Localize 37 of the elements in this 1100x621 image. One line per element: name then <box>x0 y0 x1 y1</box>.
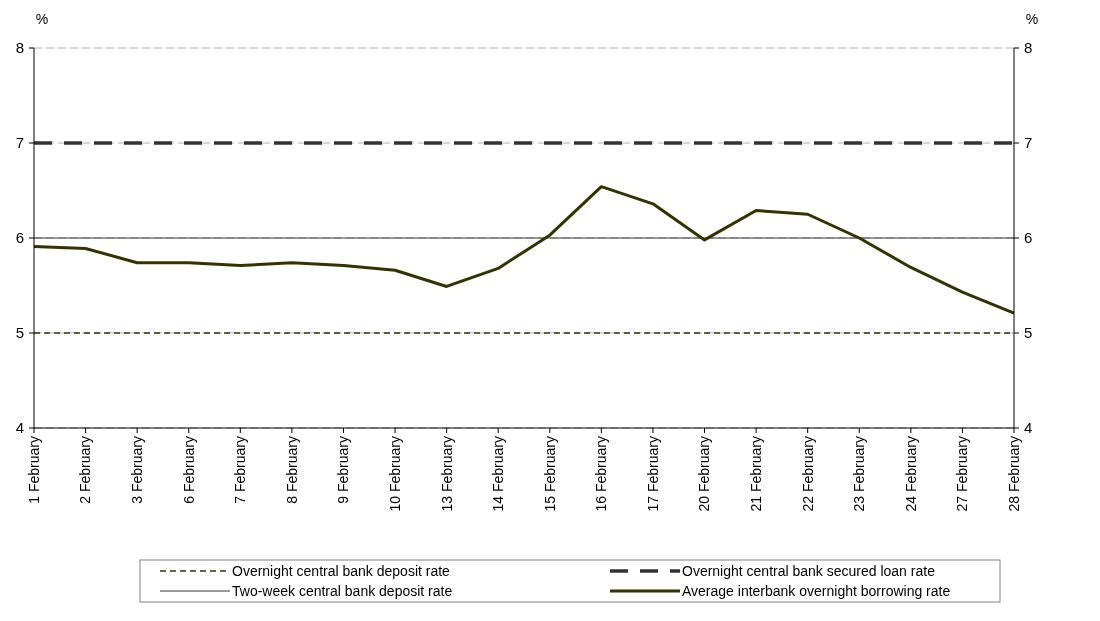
x-tick-label: 17 February <box>644 436 661 512</box>
x-tick-label: 1 February <box>25 436 42 504</box>
y-tick-label: 4 <box>15 419 24 437</box>
y-tick-label: 7 <box>15 134 24 152</box>
y2-tick-label: 8 <box>1024 39 1033 57</box>
line-series <box>32 185 1016 315</box>
y2-tick-label: 7 <box>1024 134 1033 152</box>
x-tick-label: 23 February <box>851 436 868 512</box>
x-tick-label: 7 February <box>232 436 249 504</box>
y2-axis-title: % <box>1025 11 1039 27</box>
x-tick-label: 6 February <box>180 436 197 504</box>
legend-label: Average interbank overnight borrowing rate <box>682 582 951 599</box>
x-tick-label: 20 February <box>696 436 713 512</box>
x-tick-label: 15 February <box>541 436 558 512</box>
x-tick-label: 28 February <box>1005 436 1022 512</box>
x-tick-label: 13 February <box>438 436 455 512</box>
y-tick-label: 6 <box>15 229 24 247</box>
x-tick-label: 9 February <box>335 436 352 504</box>
x-tick-label: 27 February <box>954 436 971 512</box>
y-tick-label: 8 <box>15 39 24 57</box>
x-tick-label: 10 February <box>386 436 403 512</box>
legend-label: Overnight central bank deposit rate <box>232 562 451 579</box>
x-tick-label: 8 February <box>283 436 300 504</box>
y2-tick-label: 6 <box>1024 229 1033 247</box>
x-tick-label: 3 February <box>129 436 146 504</box>
x-tick-label: 14 February <box>490 436 507 512</box>
x-tick-label: 24 February <box>902 436 919 512</box>
legend-label: Two-week central bank deposit rate <box>232 582 453 599</box>
x-tick-label: 16 February <box>593 436 610 512</box>
x-tick-label: 2 February <box>77 436 94 504</box>
y-axis-title: % <box>35 11 49 27</box>
x-tick-label: 21 February <box>748 436 765 512</box>
x-tick-label: 22 February <box>799 436 816 512</box>
legend-label: Overnight central bank secured loan rate <box>682 562 936 579</box>
y2-tick-label: 5 <box>1024 324 1033 342</box>
y2-tick-label: 4 <box>1024 419 1033 437</box>
y-tick-label: 5 <box>15 324 24 342</box>
